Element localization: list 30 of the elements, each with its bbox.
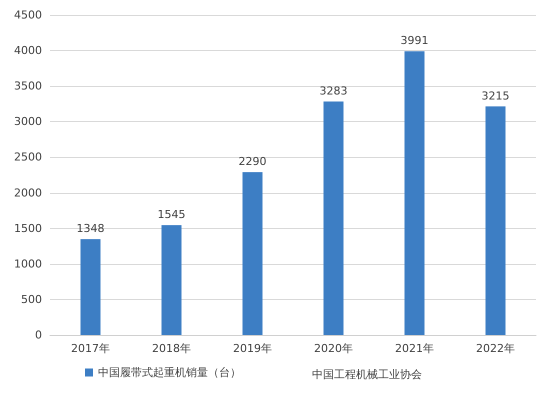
x-tick-label: 2019年 [233, 342, 272, 355]
bar [404, 51, 424, 335]
x-tick-label: 2018年 [152, 342, 191, 355]
y-tick-label: 1000 [14, 257, 42, 270]
y-tick-label: 500 [21, 292, 42, 306]
bar [324, 102, 344, 335]
x-tick-label: 2021年 [395, 342, 434, 355]
data-label: 1545 [158, 208, 186, 222]
text: 中国工程机械工业协会 [312, 368, 422, 381]
data-label: 2290 [238, 155, 266, 168]
x-tick-label: 2020年 [314, 342, 353, 355]
y-tick-label: 2500 [14, 150, 42, 164]
data-label: 3283 [320, 84, 348, 98]
y-tick-label: 0 [35, 328, 42, 342]
y-tick-label: 4000 [14, 44, 42, 58]
y-tick-label: 4500 [14, 8, 42, 22]
data-label: 3991 [400, 34, 428, 48]
data-label: 3215 [482, 89, 510, 102]
bar [80, 239, 100, 335]
bar [486, 106, 506, 335]
bar [242, 172, 262, 335]
legend-label: 中国履带式起重机销量（台） [98, 366, 241, 379]
x-tick-label: 2022年 [476, 342, 515, 355]
y-tick-label: 3500 [14, 80, 42, 93]
bar [162, 225, 182, 335]
y-tick-label: 3000 [14, 115, 42, 128]
y-tick-label: 2000 [14, 186, 42, 200]
x-tick-label: 2017年 [71, 342, 110, 355]
y-tick-label: 1500 [14, 222, 42, 235]
data-label: 1348 [76, 222, 104, 236]
